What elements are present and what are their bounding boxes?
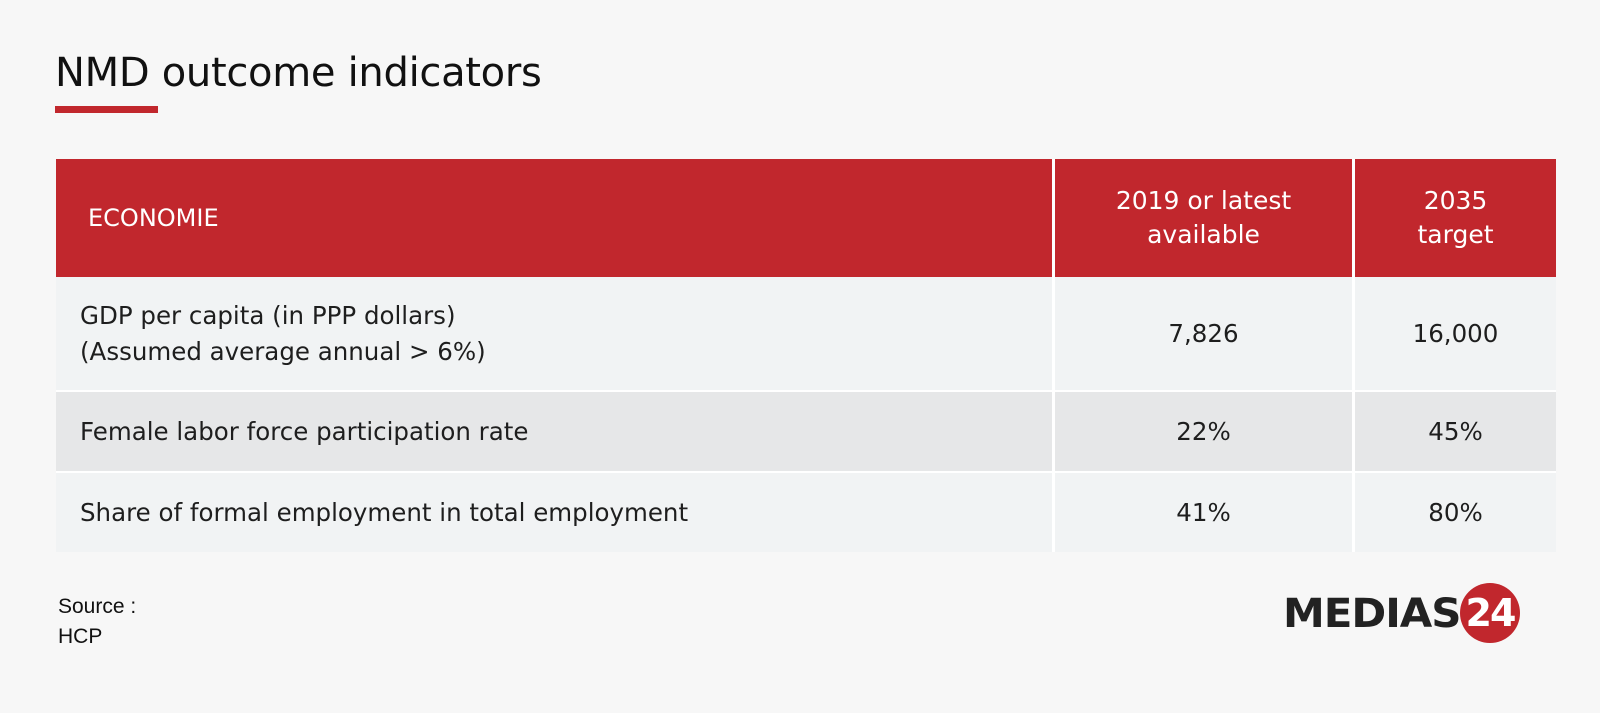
header-target-line-2: target — [1417, 220, 1494, 249]
logo-badge: 24 — [1460, 583, 1520, 643]
row-label-line: (Assumed average annual > 6%) — [80, 336, 486, 366]
cell-target-female-labor: 45% — [1352, 390, 1556, 471]
source-note: Source : HCP — [58, 592, 136, 652]
medias24-logo: MEDIAS 24 — [1283, 583, 1528, 653]
header-label-text: ECONOMIE — [88, 204, 219, 232]
cell-latest-formal-employment: 41% — [1052, 471, 1352, 552]
table-row: Share of formal employment in total empl… — [56, 471, 1556, 552]
table-row: Female labor force participation rate 22… — [56, 390, 1556, 471]
header-latest-line-1: 2019 or latest — [1115, 186, 1292, 215]
table-row: GDP per capita (in PPP dollars) (Assumed… — [56, 277, 1556, 390]
source-value: HCP — [58, 625, 103, 648]
logo-wordmark: MEDIAS — [1283, 591, 1461, 637]
row-label-line: Share of formal employment in total empl… — [80, 497, 689, 527]
row-label-line: GDP per capita (in PPP dollars) — [80, 300, 456, 330]
header-target-line-1: 2035 — [1423, 186, 1488, 215]
cell-target-formal-employment: 80% — [1352, 471, 1556, 552]
header-economie: ECONOMIE — [56, 159, 1052, 277]
cell-latest-gdp: 7,826 — [1052, 277, 1352, 390]
row-label-female-labor: Female labor force participation rate — [56, 390, 1052, 471]
header-latest: 2019 or latest available — [1052, 159, 1352, 277]
cell-target-gdp: 16,000 — [1352, 277, 1556, 390]
table-header-row: ECONOMIE 2019 or latest available 2035 t… — [56, 159, 1556, 277]
row-label-formal-employment: Share of formal employment in total empl… — [56, 471, 1052, 552]
cell-latest-female-labor: 22% — [1052, 390, 1352, 471]
chart-title: NMD outcome indicators — [55, 50, 542, 96]
header-latest-line-2: available — [1147, 220, 1260, 249]
row-label-gdp: GDP per capita (in PPP dollars) (Assumed… — [56, 277, 1052, 390]
header-target: 2035 target — [1352, 159, 1556, 277]
source-label: Source : — [58, 595, 137, 618]
title-accent-bar — [55, 106, 158, 113]
row-label-line: Female labor force participation rate — [80, 416, 529, 446]
indicators-table: ECONOMIE 2019 or latest available 2035 t… — [56, 159, 1556, 552]
